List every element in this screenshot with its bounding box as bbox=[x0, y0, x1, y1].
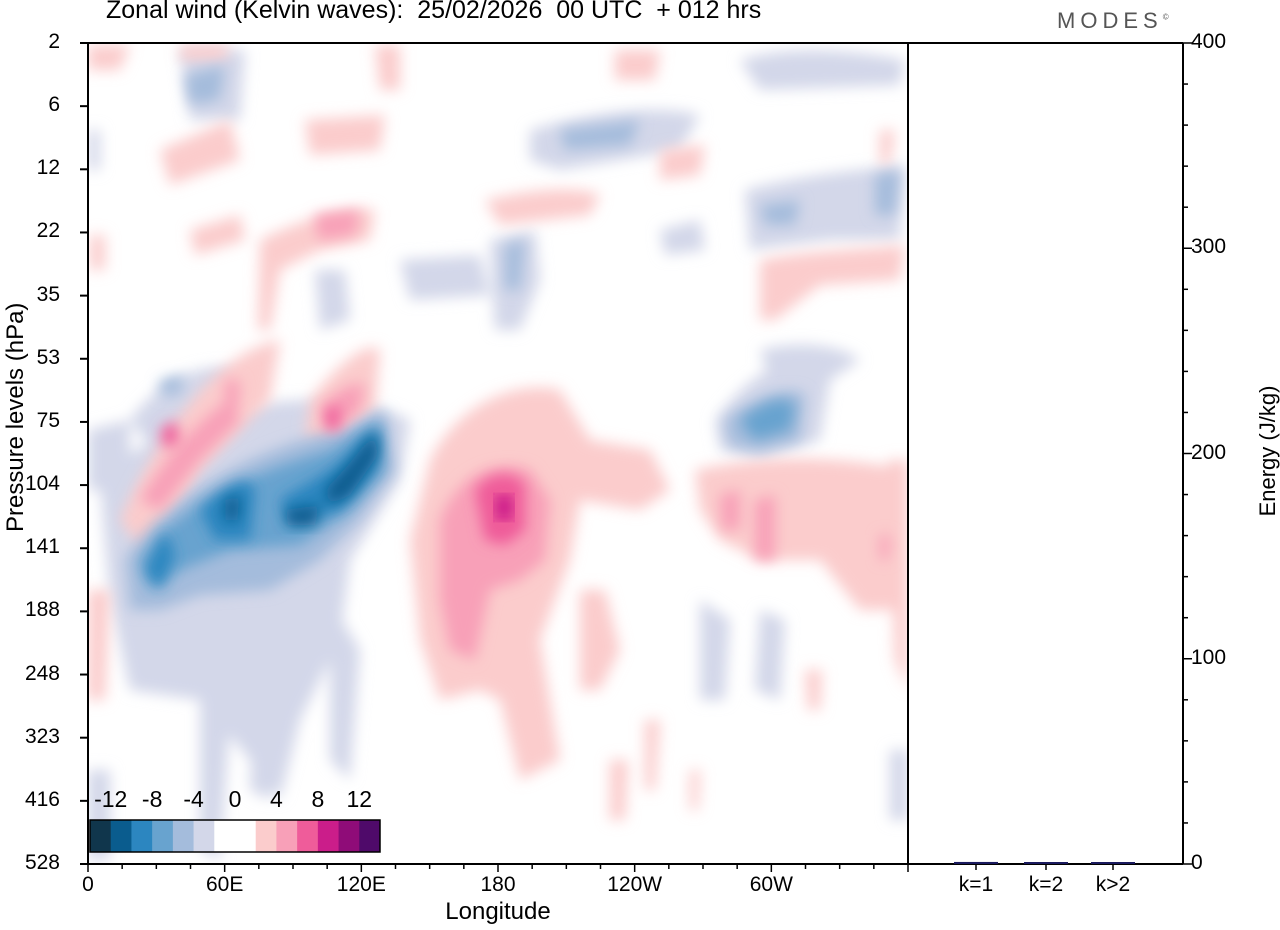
y-tick-label: 528 bbox=[24, 851, 60, 874]
colorbar-swatch bbox=[193, 820, 215, 852]
colorbar-swatch bbox=[276, 820, 298, 852]
colorbar-swatch bbox=[338, 820, 360, 852]
westerly-level-12 bbox=[495, 495, 513, 520]
y-tick-label: 6 bbox=[48, 93, 60, 117]
colorbar-label: 0 bbox=[228, 786, 242, 812]
x-tick-label: 180 bbox=[480, 873, 516, 896]
colorbar-swatch bbox=[172, 820, 195, 852]
chart-title: Zonal wind (Kelvin waves): 25/02/2026 00… bbox=[106, 0, 762, 24]
colorbar-swatch bbox=[317, 820, 340, 852]
energy-axis-label: Energy (J/kg) bbox=[1255, 385, 1280, 517]
energy-tick-label: 100 bbox=[1191, 645, 1227, 669]
colorbar-frame bbox=[89, 819, 381, 853]
y-tick-label: 323 bbox=[24, 724, 60, 748]
y-tick-label: 248 bbox=[24, 661, 60, 685]
modes-logo: MODES© bbox=[1057, 8, 1169, 33]
y-axis-label: Pressure levels (hPa) bbox=[2, 302, 29, 532]
energy-tick-label: 200 bbox=[1191, 440, 1227, 464]
colorbar-swatch bbox=[255, 820, 277, 852]
colorbar-swatch bbox=[131, 820, 153, 852]
x-tick-label: 120E bbox=[336, 873, 386, 896]
x-tick-label: 120W bbox=[607, 873, 663, 896]
colorbar-label: -4 bbox=[183, 786, 204, 812]
energy-bar bbox=[1024, 862, 1068, 864]
k-label: k=2 bbox=[1028, 873, 1064, 896]
easterly-strongest bbox=[225, 430, 378, 525]
colorbar-label: 8 bbox=[311, 786, 325, 812]
colorbar-swatch bbox=[152, 820, 174, 852]
colorbar-label: -12 bbox=[94, 786, 128, 812]
colorbar-swatch bbox=[359, 820, 381, 852]
energy-bars bbox=[954, 861, 1135, 864]
x-tick-label: 60W bbox=[749, 873, 793, 896]
colorbar-label: 4 bbox=[270, 786, 283, 812]
k-label: k>2 bbox=[1095, 873, 1131, 896]
energy-bar bbox=[1091, 862, 1135, 864]
y-tick-label: 104 bbox=[24, 472, 60, 496]
colorbar-label: 12 bbox=[346, 786, 373, 812]
energy-tick-label: 400 bbox=[1191, 30, 1227, 53]
colorbar bbox=[89, 819, 381, 853]
heatmap-field bbox=[88, 45, 908, 860]
easterly-level-8 bbox=[140, 400, 795, 590]
colorbar-swatch bbox=[297, 820, 319, 852]
x-tick-label: 0 bbox=[82, 873, 94, 896]
colorbar-label: -8 bbox=[141, 786, 163, 812]
y-tick-label: 2 bbox=[48, 30, 60, 53]
x-axis-label: Longitude bbox=[445, 898, 551, 925]
y-tick-label: 141 bbox=[24, 535, 60, 559]
colorbar-swatch bbox=[235, 820, 257, 852]
colorbar-swatch bbox=[90, 820, 112, 852]
y-tick-label: 12 bbox=[36, 156, 60, 180]
y-tick-label: 53 bbox=[36, 345, 60, 369]
y-tick-label: 22 bbox=[36, 219, 60, 243]
y-tick-label: 188 bbox=[24, 598, 60, 622]
energy-tick-label: 0 bbox=[1191, 851, 1203, 874]
axis-ticks bbox=[80, 42, 1192, 872]
y-tick-label: 35 bbox=[36, 282, 60, 306]
colorbar-swatch bbox=[214, 820, 236, 852]
x-tick-label: 60E bbox=[205, 873, 244, 896]
energy-tick-label: 300 bbox=[1191, 235, 1227, 259]
y-tick-label: 416 bbox=[24, 787, 60, 811]
energy-bar bbox=[954, 861, 998, 864]
colorbar-swatch bbox=[110, 820, 132, 852]
y-tick-label: 75 bbox=[36, 408, 60, 432]
k-label: k=1 bbox=[958, 873, 994, 896]
